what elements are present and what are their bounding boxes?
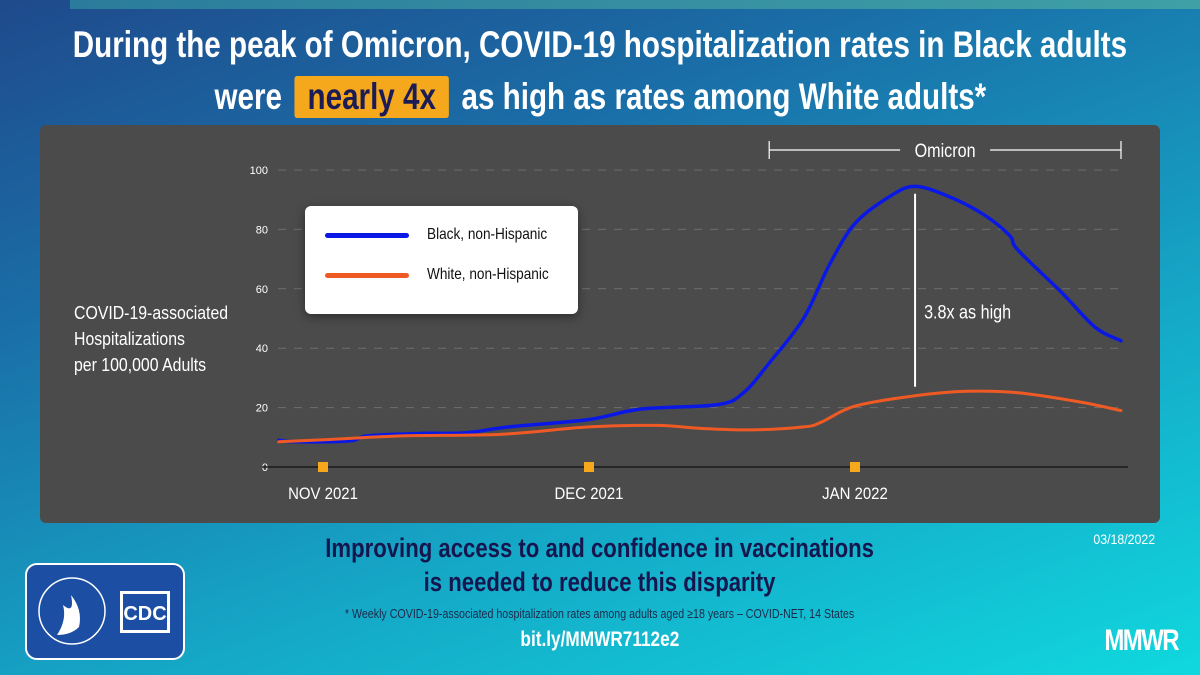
headline-line-2: were nearly 4x as high as rates among Wh…: [0, 76, 1200, 118]
legend-swatch-black: [325, 232, 409, 238]
message-text-1: Improving access to and confidence in va…: [325, 533, 875, 563]
y-tick-label: 0: [262, 462, 268, 474]
y-axis-label-line: Hospitalizations: [74, 329, 185, 349]
hhs-eagle-icon: CDC: [38, 577, 170, 645]
chart-legend: Black, non-Hispanic White, non-Hispanic: [305, 206, 578, 314]
message-line-1: Improving access to and confidence in va…: [0, 533, 1200, 564]
link-text[interactable]: bit.ly/MMWR7112e2: [520, 628, 680, 651]
top-accent-bar: [70, 0, 1200, 9]
omicron-label: Omicron: [915, 140, 976, 162]
x-tick-label: DEC 2021: [555, 485, 624, 503]
legend-item-black: Black, non-Hispanic: [325, 226, 568, 244]
x-tick-label: JAN 2022: [822, 485, 888, 503]
link[interactable]: bit.ly/MMWR7112e2: [0, 628, 1200, 652]
series-line-white: [277, 389, 1123, 444]
headline-line-1: During the peak of Omicron, COVID-19 hos…: [0, 24, 1200, 66]
ratio-annotation-label: 3.8x as high: [924, 301, 1011, 323]
headline-pre: were: [214, 76, 282, 117]
footnote-text: * Weekly COVID-19-associated hospitaliza…: [345, 606, 855, 621]
footnote: * Weekly COVID-19-associated hospitaliza…: [0, 606, 1200, 621]
headline-text-1: During the peak of Omicron, COVID-19 hos…: [72, 24, 1128, 65]
x-tick-marker: [850, 462, 860, 472]
y-axis-label: COVID-19-associated Hospitalizations per…: [74, 300, 228, 378]
y-tick-label: 40: [256, 343, 268, 355]
x-tick-label: NOV 2021: [288, 485, 358, 503]
x-tick-marker: [318, 462, 328, 472]
x-tick-marker: [584, 462, 594, 472]
y-axis-label-line: per 100,000 Adults: [74, 355, 207, 375]
mmwr-logo: MMWR: [1104, 624, 1179, 657]
y-tick-label: 100: [250, 165, 268, 177]
message-line-2: is needed to reduce this disparity: [0, 567, 1200, 598]
legend-item-white: White, non-Hispanic: [325, 266, 570, 284]
y-axis-label-line: COVID-19-associated: [74, 303, 229, 323]
y-tick-label: 20: [256, 403, 268, 415]
publish-date: 03/18/2022: [1093, 531, 1155, 547]
y-tick-label: 80: [256, 224, 268, 236]
cdc-logo-text: CDC: [123, 603, 166, 625]
hhs-cdc-logo: CDC: [25, 563, 185, 660]
headline-post: as high as rates among White adults*: [461, 76, 986, 117]
legend-label-white: White, non-Hispanic: [427, 266, 549, 283]
message-text-2: is needed to reduce this disparity: [424, 567, 776, 597]
chart-panel: [40, 125, 1160, 523]
highlight-badge: nearly 4x: [294, 76, 449, 118]
y-tick-label: 60: [256, 284, 268, 296]
legend-swatch-white: [325, 272, 409, 278]
legend-label-black: Black, non-Hispanic: [427, 226, 548, 243]
series-line-black: [276, 184, 1123, 444]
